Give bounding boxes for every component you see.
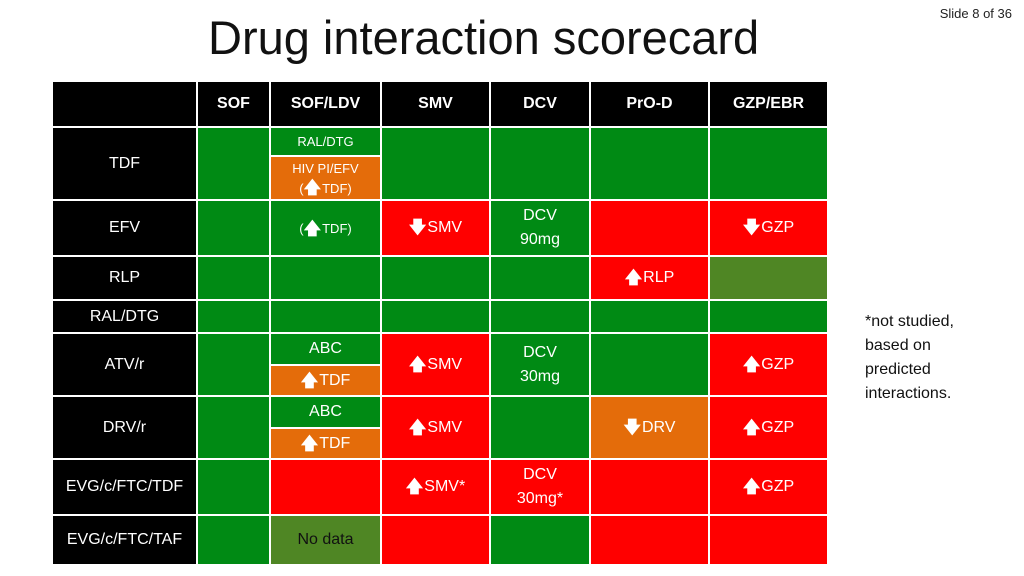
cell-evgtaf-dcv — [490, 515, 590, 565]
cell-evgtaf-smv — [381, 515, 490, 565]
cell-evgtdf-dcv: DCV 30mg* — [490, 459, 590, 515]
cell-evgtdf-sof — [197, 459, 270, 515]
cell-atv-gzp-ebr: 🡅 GZP — [709, 333, 828, 396]
header-corner — [52, 81, 197, 127]
cell-ral-sof-ldv — [270, 300, 381, 333]
arrow-down-icon: 🡇 — [408, 218, 427, 237]
column-header-sof: SOF — [197, 81, 270, 127]
cell-atv-sof-ldv-tdf: 🡅 TDF — [270, 365, 381, 396]
cell-drv-sof-ldv-tdf: 🡅 TDF — [270, 428, 381, 459]
arrow-up-icon: 🡅 — [300, 433, 319, 453]
cell-efv-pro-d — [590, 200, 709, 256]
row-header-tdf: TDF — [52, 127, 197, 200]
arrow-up-icon: 🡅 — [742, 354, 761, 374]
arrow-up-icon: 🡅 — [303, 177, 322, 197]
footnote: *not studied, based on predicted interac… — [865, 313, 954, 402]
cell-ral-dcv — [490, 300, 590, 333]
cell-evgtaf-gzp-ebr — [709, 515, 828, 565]
cell-ral-gzp-ebr — [709, 300, 828, 333]
cell-tdf-sof — [197, 127, 270, 200]
arrow-up-icon: 🡅 — [624, 268, 643, 287]
arrow-up-icon: 🡅 — [742, 417, 761, 437]
cell-drv-gzp-ebr: 🡅 GZP — [709, 396, 828, 459]
cell-rlp-smv — [381, 256, 490, 300]
cell-evgtaf-sof — [197, 515, 270, 565]
cell-efv-dcv: DCV 90mg — [490, 200, 590, 256]
column-header-sof-ldv: SOF/LDV — [270, 81, 381, 127]
cell-drv-sof — [197, 396, 270, 459]
cell-ral-sof — [197, 300, 270, 333]
cell-tdf-dcv — [490, 127, 590, 200]
cell-drv-sof-ldv-abc: ABC — [270, 396, 381, 428]
arrow-up-icon: 🡅 — [300, 370, 319, 390]
arrow-up-icon: 🡅 — [408, 417, 427, 437]
cell-rlp-dcv — [490, 256, 590, 300]
cell-rlp-pro-d: 🡅 RLP — [590, 256, 709, 300]
cell-atv-sof-ldv-abc: ABC — [270, 333, 381, 365]
cell-efv-sof — [197, 200, 270, 256]
cell-atv-pro-d — [590, 333, 709, 396]
row-header-rlp: RLP — [52, 256, 197, 300]
cell-rlp-sof — [197, 256, 270, 300]
cell-evgtdf-smv: 🡅 SMV* — [381, 459, 490, 515]
cell-tdf-gzp-ebr — [709, 127, 828, 200]
column-header-smv: SMV — [381, 81, 490, 127]
cell-efv-smv: 🡇 SMV — [381, 200, 490, 256]
row-header-ral-dtg: RAL/DTG — [52, 300, 197, 333]
cell-atv-sof — [197, 333, 270, 396]
cell-efv-gzp-ebr: 🡇 GZP — [709, 200, 828, 256]
cell-ral-smv — [381, 300, 490, 333]
arrow-down-icon: 🡇 — [742, 218, 761, 237]
cell-drv-pro-d: 🡇 DRV — [590, 396, 709, 459]
cell-atv-smv: 🡅 SMV — [381, 333, 490, 396]
cell-drv-dcv — [490, 396, 590, 459]
arrow-up-icon: 🡅 — [742, 477, 761, 496]
row-header-drv-r: DRV/r — [52, 396, 197, 459]
cell-tdf-sof-ldv-hiv-pi: HIV PI/EFV (🡅TDF) — [270, 156, 381, 200]
column-header-gzp-ebr: GZP/EBR — [709, 81, 828, 127]
cell-efv-sof-ldv: (🡅 TDF) — [270, 200, 381, 256]
cell-evgtaf-pro-d — [590, 515, 709, 565]
row-header-atv-r: ATV/r — [52, 333, 197, 396]
cell-tdf-pro-d — [590, 127, 709, 200]
column-header-pro-d: PrO-D — [590, 81, 709, 127]
cell-ral-pro-d — [590, 300, 709, 333]
cell-evgtdf-sof-ldv — [270, 459, 381, 515]
slide-number: Slide 8 of 36 — [939, 6, 1012, 21]
arrow-up-icon: 🡅 — [405, 477, 424, 496]
cell-tdf-smv — [381, 127, 490, 200]
cell-evgtdf-pro-d — [590, 459, 709, 515]
page-title: Drug interaction scorecard — [208, 11, 760, 64]
arrow-up-icon: 🡅 — [408, 354, 427, 374]
row-header-evg-taf: EVG/c/FTC/TAF — [52, 515, 197, 565]
row-header-evg-tdf: EVG/c/FTC/TDF — [52, 459, 197, 515]
cell-tdf-sof-ldv-ral-dtg: RAL/DTG — [270, 127, 381, 156]
column-header-dcv: DCV — [490, 81, 590, 127]
cell-atv-dcv: DCV 30mg — [490, 333, 590, 396]
arrow-down-icon: 🡇 — [623, 417, 641, 437]
cell-drv-smv: 🡅 SMV — [381, 396, 490, 459]
cell-evgtaf-sof-ldv: No data — [270, 515, 381, 565]
cell-rlp-gzp-ebr — [709, 256, 828, 300]
cell-evgtdf-gzp-ebr: 🡅 GZP — [709, 459, 828, 515]
row-header-efv: EFV — [52, 200, 197, 256]
arrow-up-icon: 🡅 — [303, 218, 322, 238]
cell-rlp-sof-ldv — [270, 256, 381, 300]
